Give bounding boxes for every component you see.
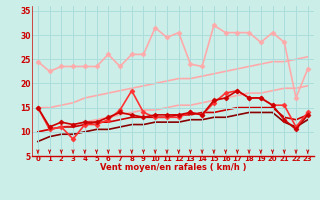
X-axis label: Vent moyen/en rafales ( km/h ): Vent moyen/en rafales ( km/h ) bbox=[100, 163, 246, 172]
